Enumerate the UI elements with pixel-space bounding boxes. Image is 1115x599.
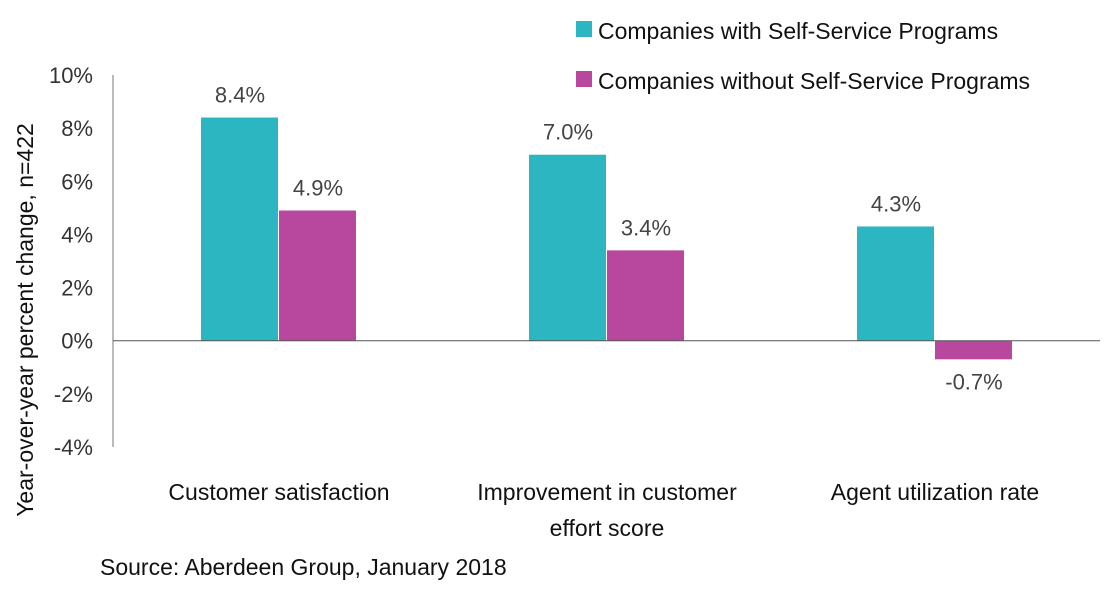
legend-label: Companies with Self-Service Programs	[598, 18, 998, 44]
data-label: 3.4%	[621, 215, 671, 240]
bar-without-self-service	[279, 210, 356, 341]
legend-swatch	[576, 21, 592, 37]
y-tick-label: -4%	[54, 435, 93, 460]
bar-with-self-service	[857, 226, 934, 341]
y-tick-label: 10%	[49, 63, 93, 88]
y-tick-label: 8%	[61, 116, 93, 141]
data-label: 8.4%	[215, 83, 265, 108]
y-axis-label: Year-over-year percent change, n=422	[12, 123, 38, 517]
data-label: 7.0%	[543, 120, 593, 145]
x-category-label: Agent utilization rate	[831, 479, 1039, 505]
y-tick-label: 6%	[61, 169, 93, 194]
y-tick-label: 4%	[61, 222, 93, 247]
y-tick-label: 0%	[61, 329, 93, 354]
data-label: 4.9%	[293, 176, 343, 201]
legend-swatch	[576, 71, 592, 87]
y-tick-label: 2%	[61, 276, 93, 301]
x-category-label: Customer satisfaction	[168, 479, 389, 505]
source-note: Source: Aberdeen Group, January 2018	[100, 554, 507, 580]
y-tick-label: -2%	[54, 382, 93, 407]
data-label: 4.3%	[871, 191, 921, 216]
bar-with-self-service	[529, 154, 606, 341]
bar-without-self-service	[935, 340, 1012, 360]
legend-label: Companies without Self-Service Programs	[598, 68, 1030, 94]
x-category-label: effort score	[550, 515, 665, 541]
data-label: -0.7%	[945, 369, 1002, 394]
bar-without-self-service	[607, 250, 684, 341]
x-category-label: Improvement in customer	[477, 479, 737, 505]
bar-with-self-service	[201, 117, 278, 341]
